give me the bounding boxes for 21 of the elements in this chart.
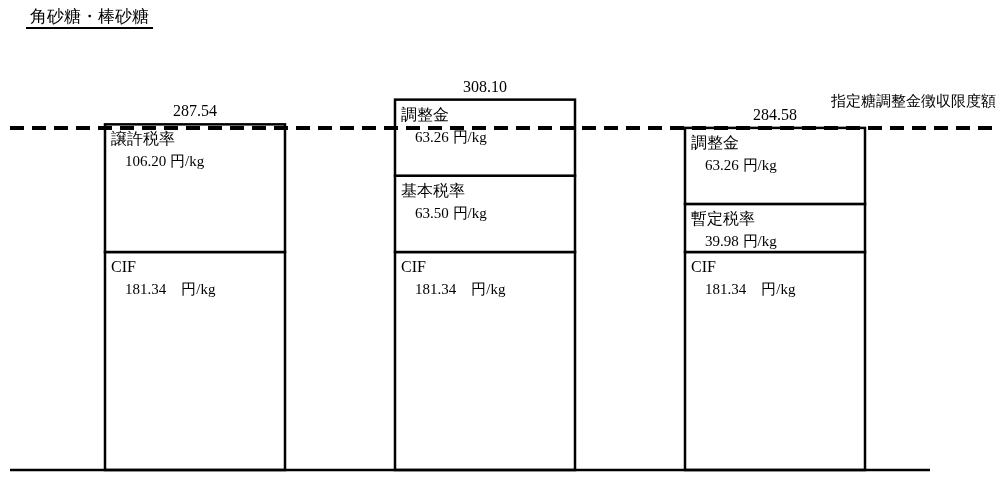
series-label: 譲許税率: [111, 130, 175, 148]
ref-line-label: 指定糖調整金徴収限度額: [830, 92, 996, 109]
chart-title: 角砂糖・棒砂糖: [30, 7, 149, 26]
data-label: 39.98 円/kg: [705, 232, 778, 249]
series-label: CIF: [111, 258, 136, 276]
data-label: 181.34 円/kg: [125, 281, 216, 298]
data-label: 181.34 円/kg: [705, 281, 796, 298]
total-label: 284.58: [753, 105, 797, 123]
data-label: 63.26 円/kg: [705, 156, 778, 173]
total-label: 287.54: [173, 102, 217, 120]
data-label: 63.50 円/kg: [415, 204, 488, 221]
total-label: 308.10: [463, 77, 507, 95]
text: 調整金: [691, 133, 739, 151]
text: CIF: [691, 258, 716, 276]
series-label: 基本税率: [401, 181, 465, 199]
series-label: 調整金: [401, 105, 449, 123]
data-label: 106.20 円/kg: [125, 153, 205, 170]
series-label: 暫定税率: [691, 209, 755, 227]
data-label: 181.34 円/kg: [415, 281, 506, 298]
data-label: 63.26 円/kg: [415, 128, 488, 145]
text: CIF: [401, 258, 426, 276]
